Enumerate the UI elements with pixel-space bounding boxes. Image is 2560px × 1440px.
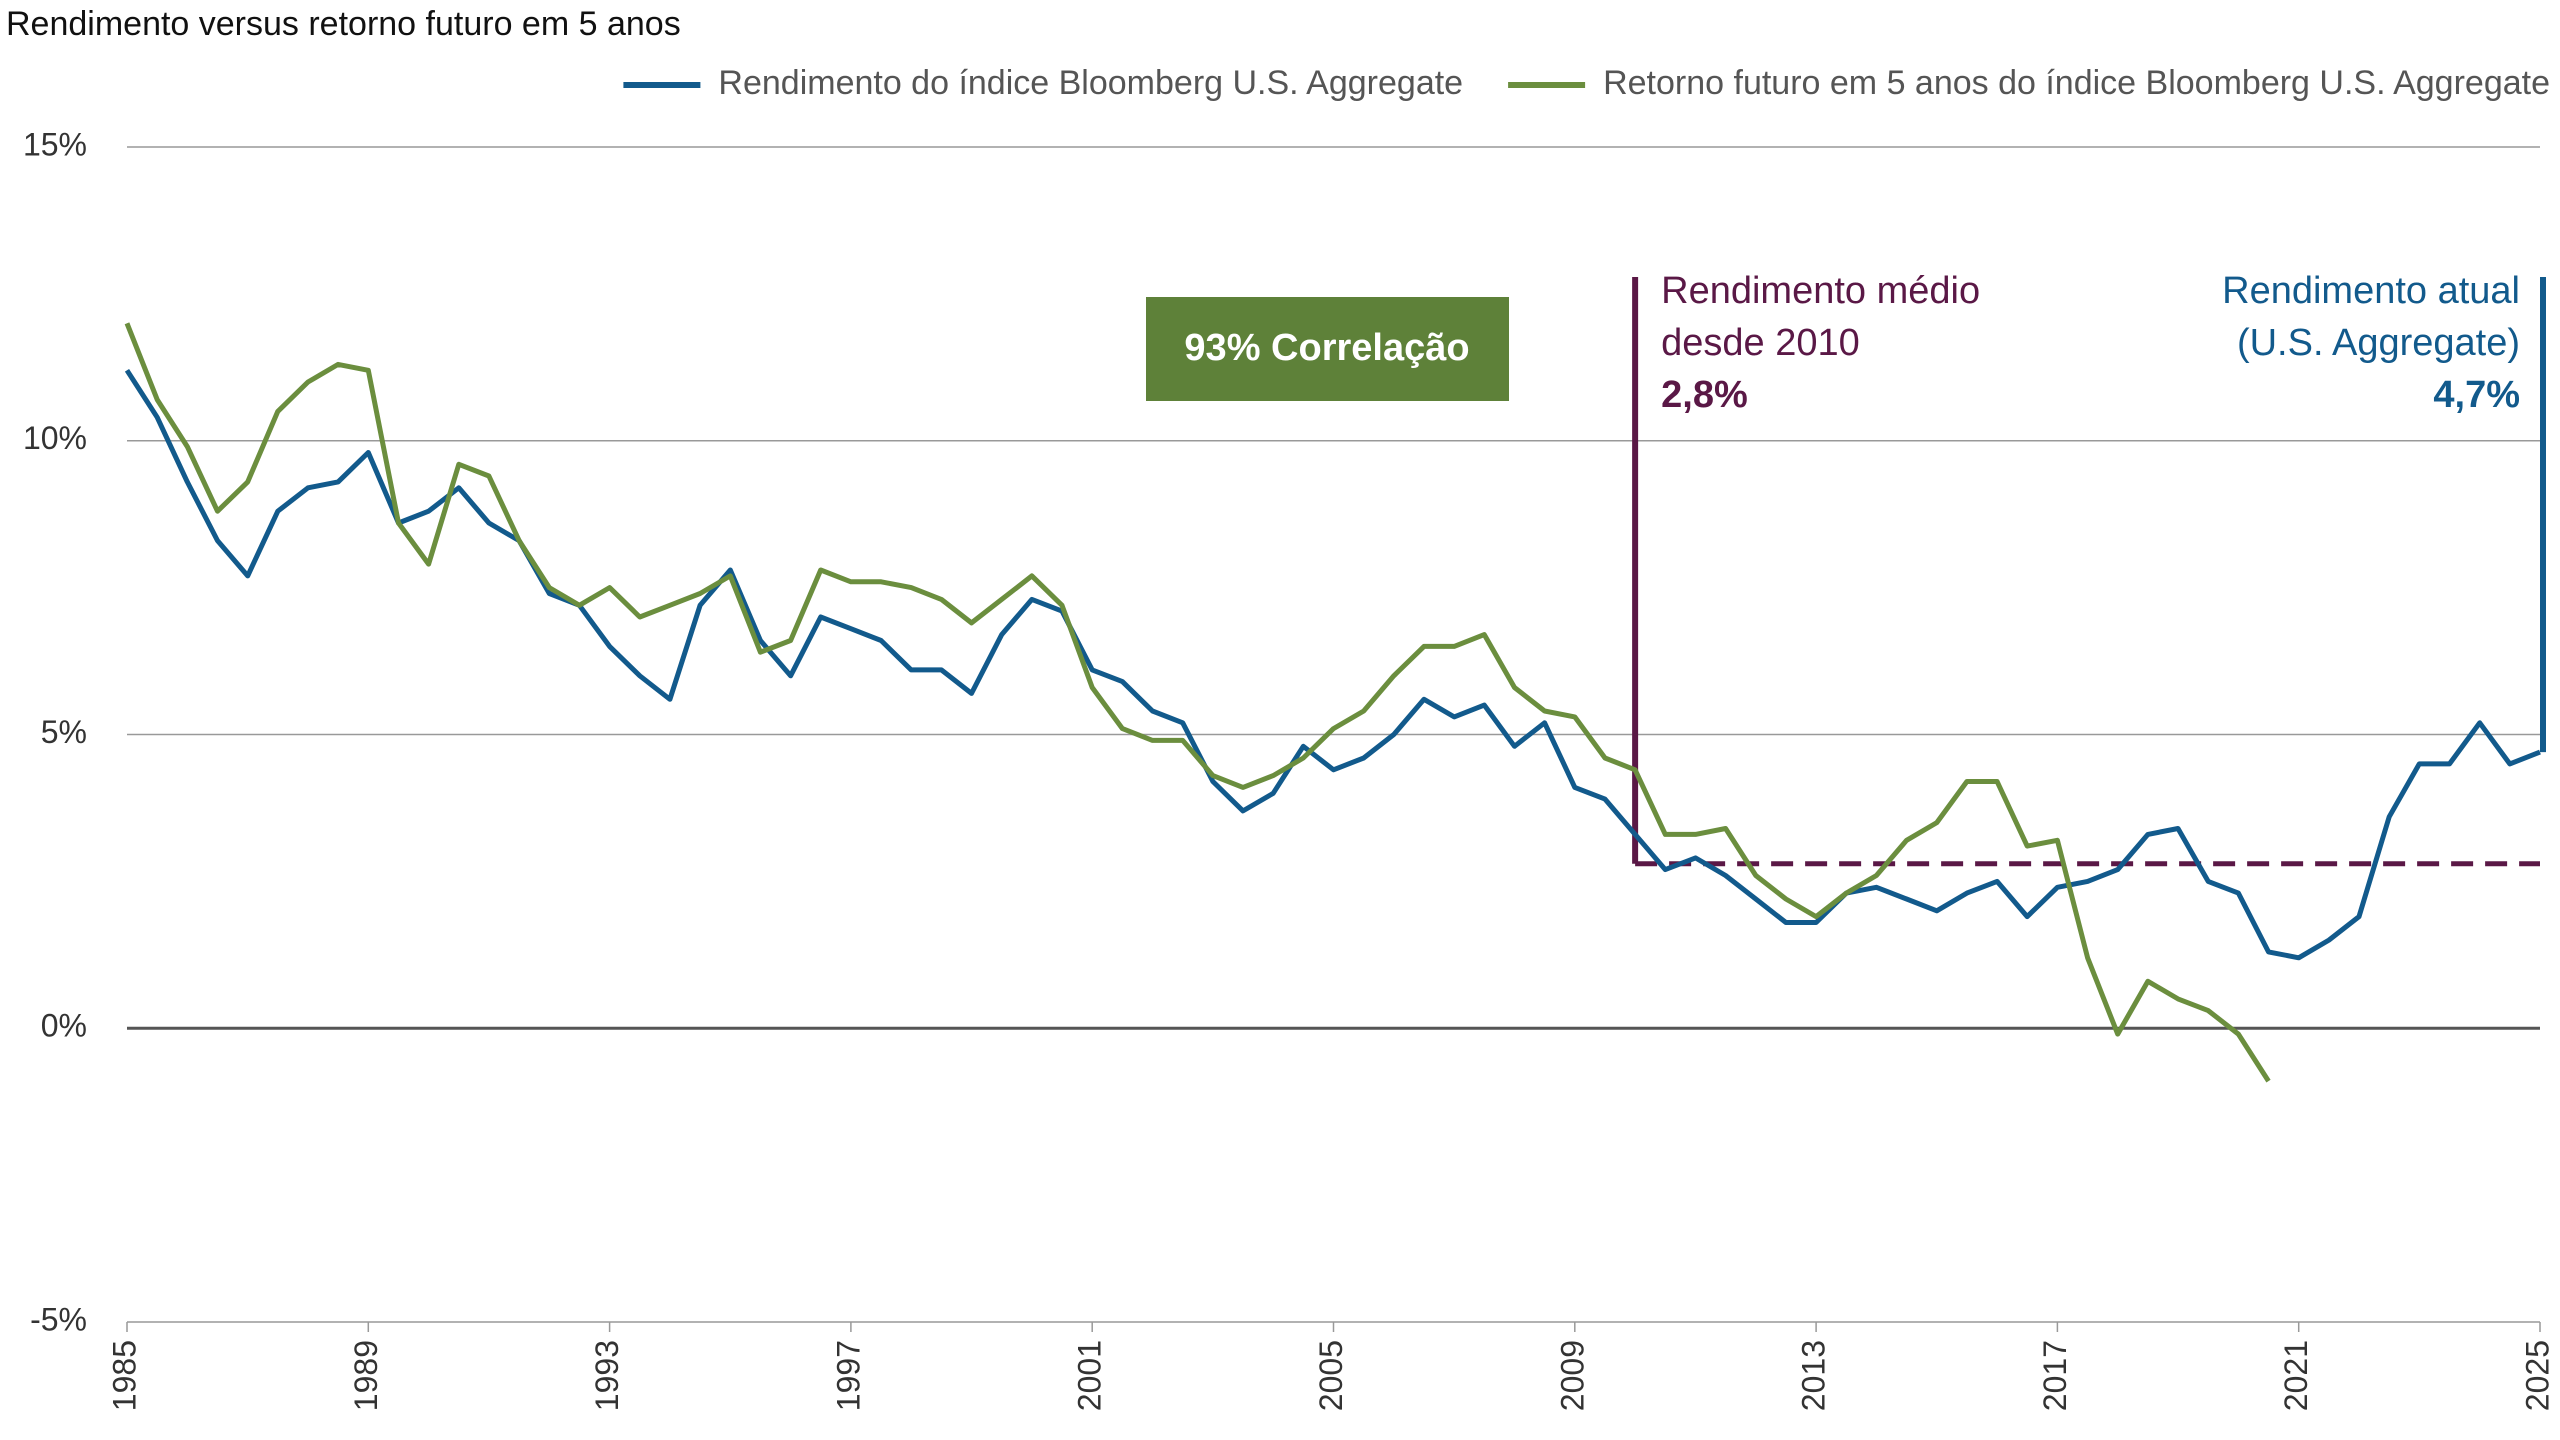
- current-label: 4,7%: [2433, 374, 2520, 416]
- y-tick-label: 15%: [23, 126, 87, 162]
- x-tick-label: 1993: [589, 1340, 625, 1411]
- y-tick-label: 10%: [23, 420, 87, 456]
- x-tick-label: 2017: [2037, 1340, 2073, 1411]
- x-tick-label: 2021: [2278, 1340, 2314, 1411]
- correlation-label: 93% Correlação: [1184, 327, 1469, 369]
- x-tick-label: 1989: [348, 1340, 384, 1411]
- average-text: desde 2010: [1661, 322, 1860, 364]
- x-tick-label: 1985: [106, 1340, 142, 1411]
- x-tick-label: 2005: [1313, 1340, 1349, 1411]
- average-label: 2,8%: [1661, 374, 1748, 416]
- x-tick-label: 1997: [830, 1340, 866, 1411]
- average-text: Rendimento médio: [1661, 270, 1980, 312]
- x-tick-label: 2013: [1796, 1340, 1832, 1411]
- y-tick-label: -5%: [30, 1301, 87, 1337]
- x-tick-label: 2009: [1554, 1340, 1590, 1411]
- y-tick-label: 0%: [41, 1008, 87, 1044]
- chart-title: Rendimento versus retorno futuro em 5 an…: [6, 5, 681, 43]
- current-text: Rendimento atual: [2222, 270, 2520, 312]
- x-tick-label: 2001: [1072, 1340, 1108, 1411]
- series-line: [124, 322, 2271, 1083]
- current-text: (U.S. Aggregate): [2237, 322, 2520, 364]
- correlation-box: [1146, 297, 1509, 401]
- x-tick-label: 2025: [2519, 1340, 2555, 1411]
- legend-label: Rendimento do índice Bloomberg U.S. Aggr…: [718, 64, 1463, 102]
- legend-label: Retorno futuro em 5 anos do índice Bloom…: [1603, 64, 2550, 102]
- series-line: [124, 368, 2541, 961]
- y-tick-label: 5%: [41, 714, 87, 750]
